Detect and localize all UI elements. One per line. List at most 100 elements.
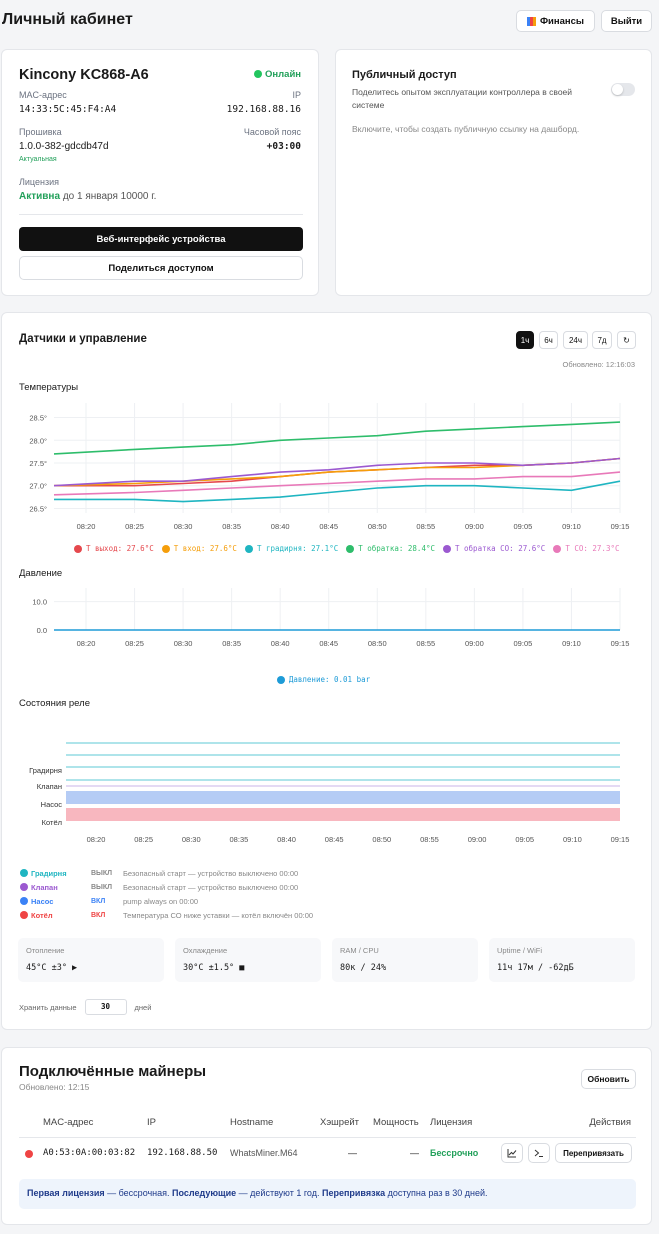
legend-item[interactable]: Т СО: 27.3°C bbox=[553, 544, 620, 553]
miner-ip: 192.168.88.50 bbox=[147, 1148, 218, 1158]
miner-power: — bbox=[410, 1148, 419, 1158]
stat-ram-cpu: RAM / CPU 80к / 24% bbox=[332, 938, 478, 982]
refresh-range-button[interactable]: ↻ bbox=[617, 331, 636, 349]
legend-label: Т обратка СО: 27.6°C bbox=[455, 544, 546, 553]
relay-row-cooling: Градирня ВЫКЛ Безопасный старт — устройс… bbox=[20, 867, 298, 879]
x-tick-label: 08:25 bbox=[125, 522, 144, 531]
logout-button[interactable]: Выйти bbox=[601, 10, 652, 32]
miners-updated: Обновлено: 12:15 bbox=[19, 1082, 90, 1092]
fw-value: 1.0.0-382-gdcdb47d bbox=[19, 141, 109, 152]
miners-refresh-button[interactable]: Обновить bbox=[581, 1069, 636, 1089]
mac-label: MAC-адрес bbox=[19, 90, 67, 100]
x-tick-label: 08:35 bbox=[222, 522, 241, 531]
range-7d[interactable]: 7д bbox=[592, 331, 612, 349]
device-status: Онлайн bbox=[254, 69, 301, 80]
note-first-text: — бессрочная. bbox=[104, 1188, 173, 1198]
miner-hashrate: — bbox=[348, 1148, 357, 1158]
col-power: Мощность bbox=[373, 1117, 419, 1128]
x-tick-label: 08:55 bbox=[420, 835, 439, 844]
table-row: A0:53:0A:00:03:82 192.168.88.50 WhatsMin… bbox=[2, 1142, 653, 1166]
x-tick-label: 08:25 bbox=[125, 639, 144, 648]
legend-item[interactable]: Т выход: 27.6°C bbox=[74, 544, 154, 553]
x-tick-label: 08:35 bbox=[222, 639, 241, 648]
stat-value: 45°C ±3° ▶ bbox=[26, 963, 78, 973]
device-name: Kincony KC868-A6 bbox=[19, 67, 149, 83]
table-divider bbox=[19, 1137, 636, 1138]
legend-item[interactable]: Т обратка: 28.4°C bbox=[346, 544, 435, 553]
legend-label: Т СО: 27.3°C bbox=[565, 544, 620, 553]
x-tick-label: 09:00 bbox=[465, 639, 484, 648]
range-24h[interactable]: 24ч bbox=[563, 331, 588, 349]
tz-value: +03:00 bbox=[266, 141, 301, 152]
miner-hostname: WhatsMiner.M64 bbox=[230, 1148, 298, 1158]
share-access-button[interactable]: Поделиться доступом bbox=[19, 256, 303, 280]
series-line bbox=[54, 480, 621, 503]
public-access-toggle[interactable] bbox=[611, 83, 635, 96]
y-tick-label: 10.0 bbox=[32, 598, 47, 607]
page-title: Личный кабинет bbox=[2, 11, 133, 28]
series-line bbox=[53, 421, 621, 455]
legend-item[interactable]: Т градирня: 27.1°C bbox=[244, 544, 339, 553]
x-tick-label: 09:05 bbox=[514, 522, 533, 531]
x-tick-label: 09:00 bbox=[468, 835, 487, 844]
x-tick-label: 09:05 bbox=[514, 639, 533, 648]
legend-label: Т градирня: 27.1°C bbox=[256, 544, 339, 553]
note-rebind: Перепривязка bbox=[321, 1188, 386, 1198]
relay-state: ВЫКЛ bbox=[91, 869, 113, 877]
x-tick-label: 08:50 bbox=[372, 835, 391, 844]
range-1h[interactable]: 1ч bbox=[516, 331, 534, 349]
relay-dot-icon bbox=[20, 883, 28, 891]
miner-rebind-button[interactable]: Перепривязать bbox=[555, 1143, 632, 1163]
license-value: Активна до 1 января 10000 г. bbox=[19, 191, 156, 202]
legend-item[interactable]: Давление: 0.01 bar bbox=[276, 675, 371, 684]
legend-label: Т вход: 27.6°C bbox=[173, 544, 237, 553]
series-line bbox=[53, 457, 621, 487]
relay-label: Котёл bbox=[42, 818, 62, 827]
relay-state: ВЫКЛ bbox=[91, 883, 113, 891]
x-tick-label: 08:45 bbox=[319, 639, 338, 648]
web-interface-button[interactable]: Веб-интерфейс устройства bbox=[19, 227, 303, 251]
retention-input[interactable]: 30 bbox=[84, 999, 127, 1015]
relay-label: Градирня bbox=[29, 766, 62, 775]
retention-row: Хранить данные 30 дней bbox=[19, 999, 151, 1015]
finance-label: Финансы bbox=[539, 15, 585, 27]
finance-button[interactable]: Финансы bbox=[516, 10, 595, 32]
public-access-hint: Включите, чтобы создать публичную ссылку… bbox=[352, 124, 580, 134]
stat-uptime: Uptime / WiFi 11ч 17м / -62дБ bbox=[489, 938, 635, 982]
relay-label: Клапан bbox=[37, 782, 62, 791]
ip-label: IP bbox=[292, 90, 301, 100]
x-tick-label: 08:55 bbox=[416, 522, 435, 531]
sensors-updated: Обновлено: 12:16:03 bbox=[562, 360, 635, 369]
y-tick-label: 28.5° bbox=[29, 414, 47, 423]
col-license: Лицензия bbox=[430, 1117, 473, 1128]
legend-label: Т обратка: 28.4°C bbox=[358, 544, 435, 553]
relay-state: ВКЛ bbox=[91, 911, 106, 919]
temps-title: Температуры bbox=[19, 382, 79, 393]
relay-row-pump: Насос ВКЛ pump always on 00:00 bbox=[20, 895, 198, 907]
page-header: Личный кабинет Финансы Выйти bbox=[0, 0, 659, 42]
relay-chart: Градирня Клапан Насос Котёл 08:20 08:25 08:30 0… bbox=[29, 742, 629, 844]
stat-value: 80к / 24% bbox=[340, 963, 387, 973]
stat-cooling: Охлаждение 30°C ±1.5° ■ bbox=[175, 938, 321, 982]
relay-band-boiler bbox=[66, 808, 620, 821]
relay-label: Насос bbox=[41, 800, 63, 809]
relay-title: Состояния реле bbox=[19, 698, 90, 709]
terminal-icon bbox=[534, 1149, 543, 1157]
range-6h[interactable]: 6ч bbox=[539, 331, 558, 349]
x-tick-label: 08:20 bbox=[77, 639, 96, 648]
relay-dot-icon bbox=[20, 869, 28, 877]
tz-label: Часовой пояс bbox=[243, 127, 301, 137]
legend-dot-icon bbox=[244, 544, 253, 553]
relay-desc: Безопасный старт — устройство выключено … bbox=[123, 882, 299, 892]
public-access-description: Поделитесь опытом эксплуатации контролле… bbox=[352, 87, 573, 110]
relay-desc: Температура СО ниже уставки — котёл вклю… bbox=[123, 910, 314, 920]
legend-item[interactable]: Т вход: 27.6°C bbox=[161, 544, 237, 553]
x-tick-label: 08:40 bbox=[271, 639, 290, 648]
legend-label: Давление: 0.01 bar bbox=[288, 675, 371, 684]
relay-row-valve: Клапан ВЫКЛ Безопасный старт — устройств… bbox=[20, 881, 298, 893]
legend-dot-icon bbox=[553, 544, 562, 553]
miner-terminal-button[interactable] bbox=[528, 1143, 550, 1163]
note-first: Первая лицензия bbox=[27, 1188, 105, 1198]
miner-chart-button[interactable] bbox=[501, 1143, 523, 1163]
legend-item[interactable]: Т обратка СО: 27.6°C bbox=[443, 544, 545, 553]
